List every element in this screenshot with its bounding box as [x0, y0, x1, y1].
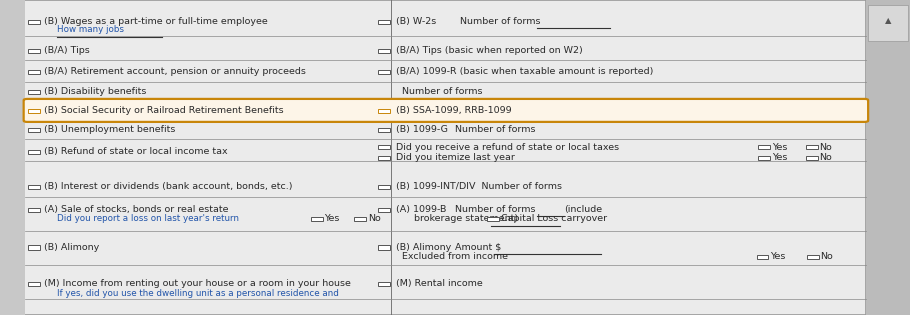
Text: (B) 1099-INT/DIV  Number of forms: (B) 1099-INT/DIV Number of forms: [396, 182, 561, 191]
Bar: [379, 282, 389, 286]
Bar: [379, 208, 389, 212]
Text: Number of forms: Number of forms: [455, 125, 535, 134]
Text: (B/A) 1099-R (basic when taxable amount is reported): (B/A) 1099-R (basic when taxable amount …: [396, 67, 653, 76]
Text: Number of forms: Number of forms: [455, 205, 535, 214]
Bar: [27, 245, 39, 249]
Bar: [379, 145, 389, 149]
Text: No: No: [819, 153, 832, 162]
Text: Yes: Yes: [772, 153, 787, 162]
Text: Did you itemize last year: Did you itemize last year: [396, 153, 515, 162]
Text: (B) Refund of state or local income tax: (B) Refund of state or local income tax: [44, 147, 228, 156]
Text: (B) Alimony: (B) Alimony: [396, 243, 451, 252]
Bar: [27, 89, 39, 94]
Bar: [27, 20, 39, 24]
Text: Capital Loss carryover: Capital Loss carryover: [501, 215, 607, 223]
Text: Yes: Yes: [772, 143, 787, 152]
Bar: [379, 245, 389, 249]
Bar: [355, 217, 366, 221]
Bar: [379, 20, 389, 24]
Text: (B/A) Retirement account, pension or annuity proceeds: (B/A) Retirement account, pension or ann…: [44, 67, 306, 76]
Bar: [27, 185, 39, 189]
Text: (B) 1099-G: (B) 1099-G: [396, 125, 448, 134]
Bar: [379, 109, 389, 113]
Text: Number of forms: Number of forms: [460, 17, 540, 26]
Text: (B) Disability benefits: (B) Disability benefits: [44, 87, 146, 96]
FancyBboxPatch shape: [24, 99, 868, 122]
Text: How many jobs: How many jobs: [57, 26, 125, 34]
Bar: [806, 156, 818, 160]
Text: (B) Alimony: (B) Alimony: [44, 243, 99, 252]
Text: If yes, did you use the dwelling unit as a personal residence and: If yes, did you use the dwelling unit as…: [57, 289, 339, 298]
Text: (B) SSA-1099, RRB-1099: (B) SSA-1099, RRB-1099: [396, 106, 511, 115]
Text: (B) Unemployment benefits: (B) Unemployment benefits: [44, 125, 175, 134]
Bar: [379, 128, 389, 132]
Bar: [379, 70, 389, 74]
Bar: [756, 255, 768, 259]
Bar: [27, 49, 39, 53]
Bar: [27, 109, 39, 113]
Bar: [759, 156, 770, 160]
Bar: [807, 255, 819, 259]
Text: (M) Rental income: (M) Rental income: [396, 279, 482, 288]
Bar: [806, 145, 818, 149]
Text: (A) Sale of stocks, bonds or real estate: (A) Sale of stocks, bonds or real estate: [44, 205, 228, 214]
Text: (B) Wages as a part-time or full-time employee: (B) Wages as a part-time or full-time em…: [44, 17, 268, 26]
Bar: [27, 208, 39, 212]
Text: Excluded from income: Excluded from income: [402, 252, 508, 261]
Bar: [310, 217, 322, 221]
Text: Did you report a loss on last year's return: Did you report a loss on last year's ret…: [57, 215, 239, 223]
Text: (B/A) Tips: (B/A) Tips: [44, 46, 89, 55]
Text: ▲: ▲: [885, 16, 892, 25]
Bar: [379, 156, 389, 160]
Text: Yes: Yes: [770, 252, 785, 261]
Text: Yes: Yes: [324, 215, 339, 223]
Bar: [0, 0, 25, 315]
Bar: [379, 49, 389, 53]
Text: (include: (include: [564, 205, 602, 214]
Text: No: No: [820, 252, 833, 261]
Text: No: No: [368, 215, 380, 223]
Bar: [868, 5, 908, 41]
Text: Did you receive a refund of state or local taxes: Did you receive a refund of state or loc…: [396, 143, 619, 152]
Bar: [759, 145, 770, 149]
Text: brokerage statement): brokerage statement): [414, 215, 518, 223]
Bar: [27, 150, 39, 154]
Bar: [27, 70, 39, 74]
Text: (A) 1099-B: (A) 1099-B: [396, 205, 446, 214]
Text: (B/A) Tips (basic when reported on W2): (B/A) Tips (basic when reported on W2): [396, 46, 582, 55]
Bar: [866, 0, 910, 315]
Text: Amount $: Amount $: [455, 243, 501, 252]
Text: No: No: [819, 143, 832, 152]
Text: (B) Social Security or Railroad Retirement Benefits: (B) Social Security or Railroad Retireme…: [44, 106, 283, 115]
Bar: [27, 128, 39, 132]
Bar: [27, 282, 39, 286]
Text: Number of forms: Number of forms: [402, 87, 482, 96]
Text: (B) Interest or dividends (bank account, bonds, etc.): (B) Interest or dividends (bank account,…: [44, 182, 292, 191]
Text: (M) Income from renting out your house or a room in your house: (M) Income from renting out your house o…: [44, 279, 350, 288]
Bar: [488, 217, 500, 221]
Bar: [379, 185, 389, 189]
Text: (B) W-2s: (B) W-2s: [396, 17, 436, 26]
